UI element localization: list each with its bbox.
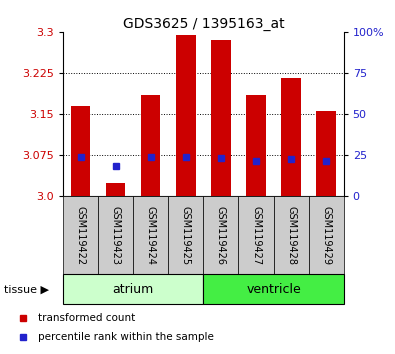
Bar: [63, 274, 203, 304]
Bar: [203, 274, 344, 304]
Bar: [168, 196, 203, 274]
Bar: [203, 196, 239, 274]
Bar: [134, 196, 168, 274]
Text: transformed count: transformed count: [38, 313, 135, 323]
Text: atrium: atrium: [113, 283, 154, 296]
Text: ventricle: ventricle: [246, 283, 301, 296]
Bar: [246, 95, 266, 196]
Bar: [308, 196, 344, 274]
Bar: [98, 196, 134, 274]
Text: GSM119423: GSM119423: [111, 206, 121, 265]
Text: GSM119424: GSM119424: [146, 206, 156, 265]
Text: GSM119426: GSM119426: [216, 206, 226, 265]
Bar: [274, 196, 308, 274]
Text: percentile rank within the sample: percentile rank within the sample: [38, 332, 214, 342]
Bar: [211, 40, 231, 196]
Bar: [239, 196, 273, 274]
Text: GSM119429: GSM119429: [321, 206, 331, 265]
Bar: [281, 79, 301, 196]
Text: GSM119422: GSM119422: [76, 206, 86, 265]
Text: GSM119428: GSM119428: [286, 206, 296, 265]
Bar: [63, 196, 98, 274]
Bar: [316, 112, 336, 196]
Title: GDS3625 / 1395163_at: GDS3625 / 1395163_at: [122, 17, 284, 31]
Bar: [141, 95, 160, 196]
Bar: [71, 106, 90, 196]
Text: tissue ▶: tissue ▶: [4, 284, 49, 295]
Text: GSM119425: GSM119425: [181, 206, 191, 265]
Text: GSM119427: GSM119427: [251, 206, 261, 265]
Bar: [106, 183, 126, 196]
Bar: [176, 35, 196, 196]
